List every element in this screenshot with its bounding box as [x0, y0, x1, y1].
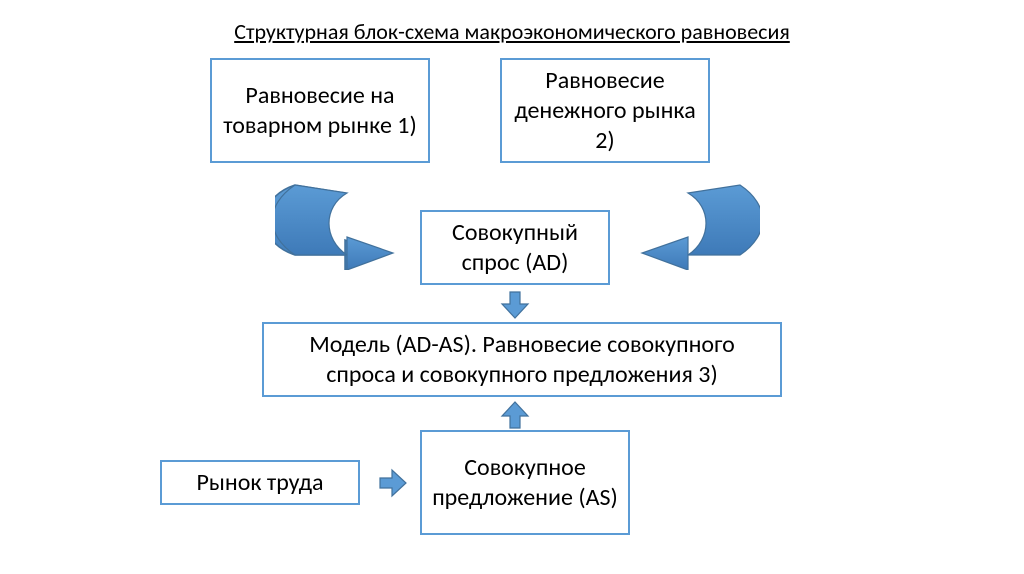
node-labor-market: Рынок труда: [160, 460, 360, 505]
node-label: Рынок труда: [197, 468, 324, 498]
node-label: Совокупный спрос (AD): [432, 218, 598, 278]
node-label: Равновесие денежного рынка 2): [512, 66, 698, 156]
node-label: Модель (AD-AS). Равновесие совокупного с…: [274, 330, 770, 390]
node-label: Равновесие на товарном рынке 1): [222, 81, 418, 141]
curved-arrow-right: [630, 175, 760, 270]
curved-arrow-left: [275, 175, 405, 270]
diagram-title: Структурная блок-схема макроэкономическо…: [234, 18, 790, 45]
arrow-right-icon: [378, 468, 408, 498]
node-aggregate-demand: Совокупный спрос (AD): [420, 210, 610, 285]
node-aggregate-supply: Совокупное предложение (AS): [420, 430, 630, 535]
node-label: Совокупное предложение (AS): [432, 453, 618, 513]
arrow-up-icon: [500, 400, 530, 430]
arrow-down-icon: [500, 290, 530, 320]
node-goods-market: Равновесие на товарном рынке 1): [210, 58, 430, 163]
node-adas-model: Модель (AD-AS). Равновесие совокупного с…: [262, 322, 782, 397]
node-money-market: Равновесие денежного рынка 2): [500, 58, 710, 163]
